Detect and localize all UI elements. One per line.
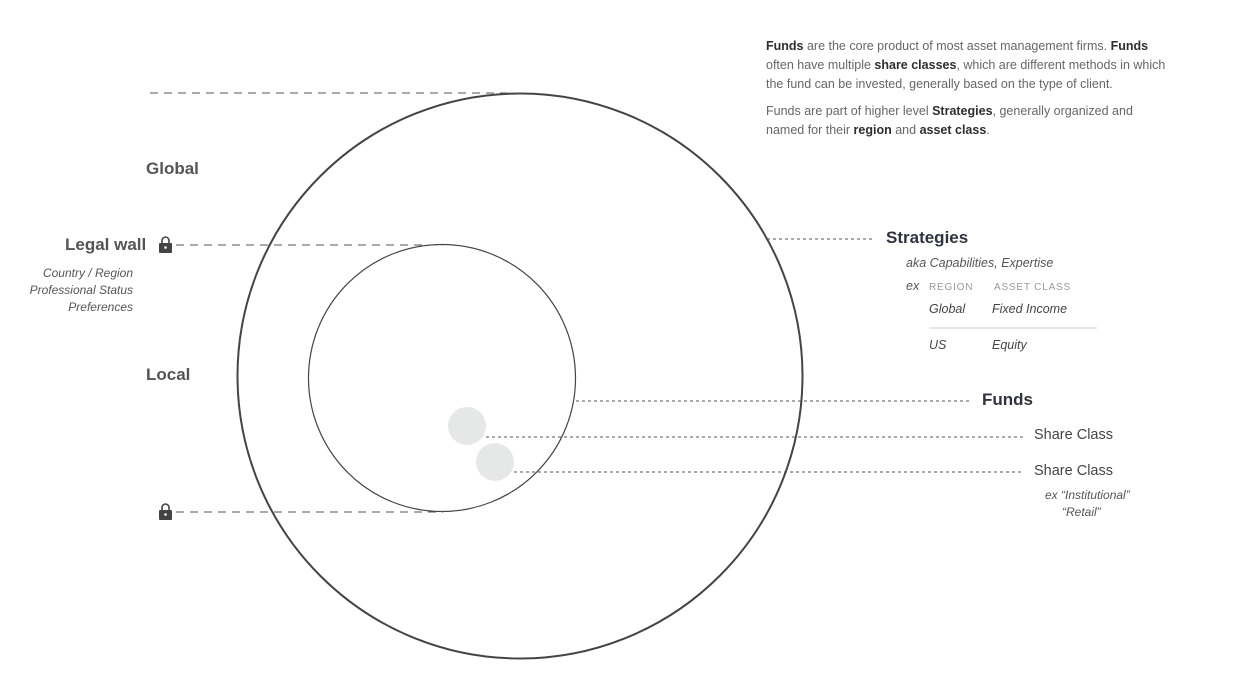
legal-wall-detail: Professional Status bbox=[29, 283, 133, 297]
share-class-dot bbox=[476, 443, 514, 481]
share-class-label: Share Class bbox=[1034, 427, 1113, 443]
description: Funds are the core product of most asset… bbox=[766, 37, 1166, 148]
description-text: often have multiple bbox=[766, 58, 875, 72]
description-text: and bbox=[891, 123, 920, 137]
strategies-ex: ex bbox=[906, 279, 920, 293]
share-class-dot bbox=[448, 407, 486, 445]
share-class-example: ex “Institutional” bbox=[1045, 488, 1130, 502]
table-cell: Fixed Income bbox=[992, 302, 1068, 316]
description-text: Funds are part of higher level bbox=[766, 104, 933, 118]
description-text: . bbox=[986, 123, 990, 137]
description-text: , which are different methods in which t… bbox=[766, 58, 1166, 91]
strategies-circle bbox=[236, 92, 804, 660]
local-label: Local bbox=[146, 365, 191, 384]
share-class-label: Share Class bbox=[1034, 463, 1113, 479]
description-text: are the core product of most asset manag… bbox=[803, 39, 1111, 53]
table-cell: US bbox=[929, 338, 947, 352]
description-paragraph: Funds are part of higher level Strategie… bbox=[766, 102, 1166, 140]
strategies-title: Strategies bbox=[886, 228, 969, 247]
emphasis-text: share classes bbox=[874, 58, 957, 72]
description-text: , generally organized and named for thei… bbox=[766, 104, 1133, 137]
table-header-region: REGION bbox=[929, 282, 974, 293]
emphasis-text: region bbox=[853, 123, 892, 137]
table-cell: Equity bbox=[992, 338, 1027, 352]
strategies-aka: aka Capabilities, Expertise bbox=[906, 256, 1054, 270]
emphasis-text: asset class bbox=[919, 123, 987, 137]
emphasis-text: Strategies bbox=[932, 104, 993, 118]
legal-wall-label: Legal wall bbox=[65, 235, 147, 254]
lock-icon bbox=[159, 503, 172, 520]
legal-wall-detail: Country / Region bbox=[42, 266, 133, 280]
share-class-example: “Retail” bbox=[1062, 505, 1101, 519]
funds-circle bbox=[307, 243, 577, 513]
global-label: Global bbox=[146, 159, 199, 178]
emphasis-text: Funds bbox=[766, 39, 804, 53]
legal-wall-details: Country / Region Professional Status Pre… bbox=[30, 265, 133, 316]
table-header-asset-class: ASSET CLASS bbox=[994, 282, 1071, 293]
lock-icon bbox=[159, 236, 172, 253]
table-cell: Global bbox=[929, 302, 966, 316]
emphasis-text: Funds bbox=[1110, 39, 1149, 53]
legal-wall-detail: Preferences bbox=[68, 300, 133, 314]
description-paragraph: Funds are the core product of most asset… bbox=[766, 37, 1166, 94]
funds-title: Funds bbox=[982, 390, 1033, 409]
